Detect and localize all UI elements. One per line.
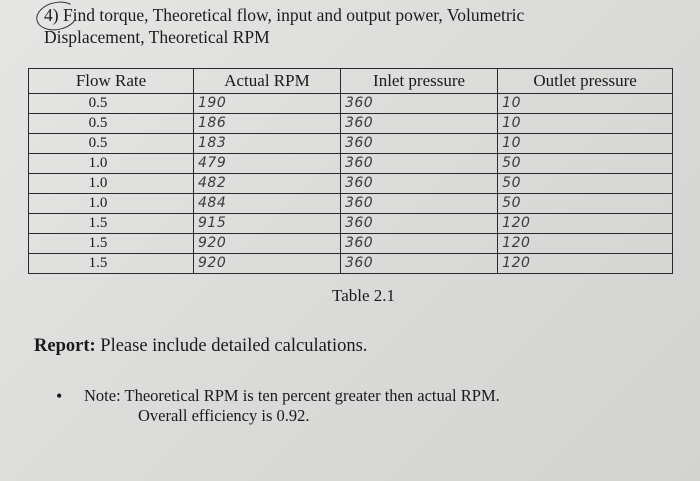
flow-rate-cell: 1.0 [28, 173, 194, 194]
table-caption: Table 2.1 [332, 286, 396, 305]
table-row: 1.5 915 360 120 [28, 213, 673, 234]
question-text: 4) Find torque, Theoretical flow, input … [33, 0, 684, 48]
actual-rpm-cell: 920 [193, 253, 341, 274]
inlet-pressure-cell: 360 [339, 233, 499, 254]
actual-rpm-cell: 186 [193, 113, 341, 134]
question-line-1: 4) Find torque, Theoretical flow, input … [44, 5, 525, 25]
outlet-pressure-cell: 50 [497, 173, 673, 194]
inlet-pressure-cell: 360 [339, 253, 499, 274]
table-header-row: Flow Rate Actual RPM Inlet pressure Outl… [28, 68, 673, 94]
table-row: 1.0 479 360 50 [28, 153, 673, 174]
table-row: 0.5 186 360 10 [28, 113, 673, 134]
data-table: Flow Rate Actual RPM Inlet pressure Outl… [28, 68, 673, 274]
actual-rpm-cell: 915 [193, 213, 341, 234]
table-row: 0.5 190 360 10 [28, 93, 673, 114]
outlet-pressure-cell: 120 [497, 233, 673, 254]
actual-rpm-cell: 484 [193, 193, 341, 214]
header-actual-rpm: Actual RPM [193, 68, 341, 94]
flow-rate-cell: 0.5 [28, 113, 194, 134]
outlet-pressure-cell: 120 [497, 213, 673, 234]
note-line-2: Overall efficiency is 0.92. [138, 406, 310, 425]
report-instruction: Report: Please include detailed calculat… [34, 336, 367, 357]
header-flow-rate: Flow Rate [28, 68, 194, 94]
table-row: 1.5 920 360 120 [28, 253, 673, 274]
flow-rate-cell: 1.0 [28, 153, 194, 174]
inlet-pressure-cell: 360 [339, 193, 499, 214]
actual-rpm-cell: 479 [193, 153, 341, 174]
outlet-pressure-cell: 50 [497, 153, 673, 174]
outlet-pressure-cell: 10 [497, 113, 673, 134]
inlet-pressure-cell: 360 [339, 133, 499, 154]
report-text: Please include detailed calculations. [95, 336, 368, 356]
actual-rpm-cell: 183 [193, 133, 341, 154]
inlet-pressure-cell: 360 [339, 213, 499, 234]
table-row: 1.0 482 360 50 [28, 173, 673, 194]
flow-rate-cell: 1.5 [28, 233, 194, 254]
inlet-pressure-cell: 360 [339, 113, 499, 134]
actual-rpm-cell: 920 [193, 233, 341, 254]
outlet-pressure-cell: 10 [497, 133, 673, 154]
report-label: Report: [34, 336, 96, 356]
flow-rate-cell: 1.5 [28, 213, 194, 234]
inlet-pressure-cell: 360 [339, 93, 499, 114]
note-line-1: Note: Theoretical RPM is ten percent gre… [84, 386, 500, 405]
header-inlet-pressure: Inlet pressure [339, 68, 499, 94]
outlet-pressure-cell: 120 [497, 253, 673, 274]
flow-rate-cell: 0.5 [28, 133, 194, 154]
header-outlet-pressure: Outlet pressure [497, 68, 673, 94]
flow-rate-cell: 1.5 [28, 253, 194, 274]
table-row: 0.5 183 360 10 [28, 133, 673, 154]
bullet-icon: • [56, 386, 63, 406]
actual-rpm-cell: 190 [193, 93, 341, 114]
outlet-pressure-cell: 10 [497, 93, 673, 114]
actual-rpm-cell: 482 [193, 173, 341, 194]
flow-rate-cell: 1.0 [28, 193, 194, 214]
table-row: 1.0 484 360 50 [28, 193, 673, 214]
question-line-2: Displacement, Theoretical RPM [44, 27, 270, 47]
inlet-pressure-cell: 360 [339, 153, 499, 174]
outlet-pressure-cell: 50 [497, 193, 673, 214]
table-row: 1.5 920 360 120 [28, 233, 673, 254]
flow-rate-cell: 0.5 [28, 93, 194, 114]
inlet-pressure-cell: 360 [339, 173, 499, 194]
